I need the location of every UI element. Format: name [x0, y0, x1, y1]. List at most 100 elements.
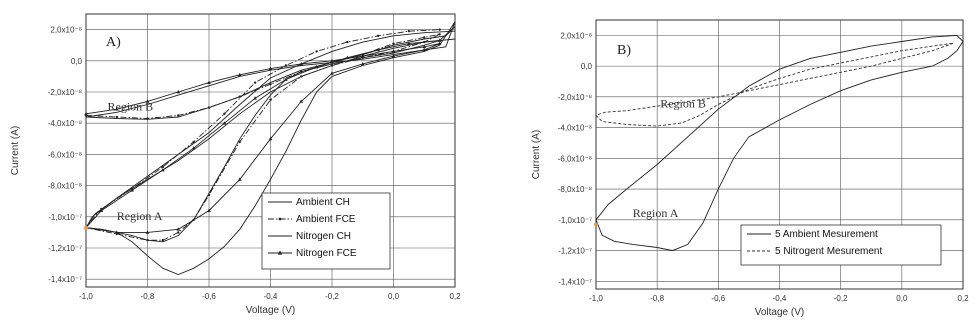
series-point — [223, 112, 226, 116]
y-tick-label: 2,0x10⁻⁸ — [560, 31, 592, 40]
series-point — [114, 230, 119, 234]
series-point — [360, 61, 365, 66]
series-point — [376, 34, 380, 38]
series-point — [422, 47, 427, 52]
legend-label: 5 Ambient Mesurement — [775, 229, 878, 240]
series-point — [253, 96, 257, 100]
series-point — [238, 140, 241, 144]
y-axis-label: Current (A) — [531, 130, 542, 179]
x-axis-label: Voltage (V) — [246, 305, 295, 316]
series-point — [315, 50, 318, 53]
legend-label: Ambient CH — [296, 197, 350, 208]
series-point — [392, 42, 395, 45]
series-point — [146, 239, 149, 242]
series-point — [161, 165, 165, 169]
series-point — [237, 177, 242, 181]
legend-marker — [277, 250, 283, 255]
series-point — [130, 188, 134, 192]
series-point — [438, 28, 441, 31]
legend-label: Ambient FCE — [296, 214, 356, 225]
series-point — [145, 99, 150, 103]
y-tick-label: -1,4x10⁻⁷ — [558, 277, 592, 286]
y-tick-label: -2,0x10⁻⁸ — [48, 88, 82, 97]
series-point — [437, 38, 442, 42]
chart-panel-a: -1,0 -0,8 -0,6 -0,4 -0,2 0,0 0,2 2,0x10⁻⁸ 0,0 -2,… — [10, 13, 461, 316]
series-point — [330, 71, 334, 75]
y-tick-label: 2,0x10⁻⁸ — [50, 26, 82, 35]
series-point — [422, 44, 427, 49]
series-point — [253, 81, 257, 84]
series-point — [360, 54, 365, 58]
x-tick-label: 0,2 — [449, 292, 461, 301]
x-tick-label: -0,6 — [711, 294, 725, 303]
series-point — [284, 77, 288, 81]
series-point — [99, 208, 104, 212]
series-point — [269, 83, 272, 86]
x-axis-label: Voltage (V) — [755, 307, 804, 318]
series-point — [115, 115, 118, 119]
series-point — [207, 80, 211, 85]
plot-frame — [85, 13, 456, 288]
series-point — [376, 47, 380, 52]
series-point — [238, 95, 241, 98]
x-tick-label: -1,0 — [79, 292, 93, 301]
y-tick-label: -1,2x10⁻⁷ — [48, 244, 82, 253]
series-point — [146, 117, 149, 120]
y-tick-label: -6,0x10⁻⁸ — [558, 154, 592, 163]
series-point — [407, 29, 411, 33]
series-point — [176, 90, 181, 94]
series-line — [85, 21, 456, 275]
series-point — [407, 41, 411, 46]
y-tick-label: -2,0x10⁻⁸ — [558, 93, 592, 102]
series-point — [207, 106, 211, 109]
series-point — [145, 230, 150, 234]
series-point — [423, 36, 426, 39]
series-point — [177, 231, 180, 234]
region-annotation: Region B — [108, 100, 154, 114]
legend-marker — [278, 217, 282, 221]
x-tick-label: -1,0 — [589, 294, 603, 303]
y-tick-label: -1,4x10⁻⁷ — [48, 275, 82, 284]
y-tick-label: -1,0x10⁻⁷ — [558, 216, 592, 225]
region-annotation: Region A — [633, 206, 679, 220]
x-tick-label: -0,4 — [773, 294, 787, 303]
series-point — [437, 41, 442, 46]
series-point — [299, 61, 304, 66]
region-annotation: Region A — [117, 209, 163, 223]
series-point — [84, 111, 88, 116]
y-tick-label: 0,0 — [581, 62, 593, 71]
x-tick-label: -0,6 — [202, 292, 216, 301]
legend-label: 5 Nitrogent Mesurement — [775, 246, 882, 257]
y-tick-label: 0,0 — [71, 57, 83, 66]
series-point — [345, 55, 350, 60]
series-point — [207, 193, 211, 197]
series-point — [346, 40, 349, 44]
start-marker — [594, 222, 598, 227]
series-point — [222, 121, 227, 125]
y-tick-label: -6,0x10⁻⁸ — [48, 150, 82, 159]
series-point — [314, 65, 319, 69]
panel-label: B) — [617, 43, 631, 58]
x-tick-label: -0,2 — [325, 292, 339, 301]
x-tick-label: 0,0 — [896, 294, 908, 303]
series-point — [161, 168, 165, 172]
region-annotation: Region B — [660, 97, 706, 111]
y-axis-label: Current (A) — [10, 126, 21, 175]
x-tick-label: 0,0 — [388, 292, 400, 301]
series-line — [595, 34, 964, 252]
series-point — [207, 208, 211, 212]
y-tick-label: -8,0x10⁻⁸ — [48, 182, 82, 191]
series-point — [268, 66, 273, 70]
legend-label: Nitrogen FCE — [296, 248, 357, 259]
series-point — [391, 54, 396, 58]
series-point — [192, 140, 195, 144]
x-tick-label: -0,8 — [141, 292, 155, 301]
series-point — [299, 99, 304, 103]
series-point — [438, 33, 441, 36]
y-tick-label: -4,0x10⁻⁸ — [558, 124, 592, 133]
series-point — [330, 58, 334, 63]
series-point — [177, 114, 180, 117]
series-point — [268, 136, 273, 141]
series-point — [161, 239, 165, 242]
